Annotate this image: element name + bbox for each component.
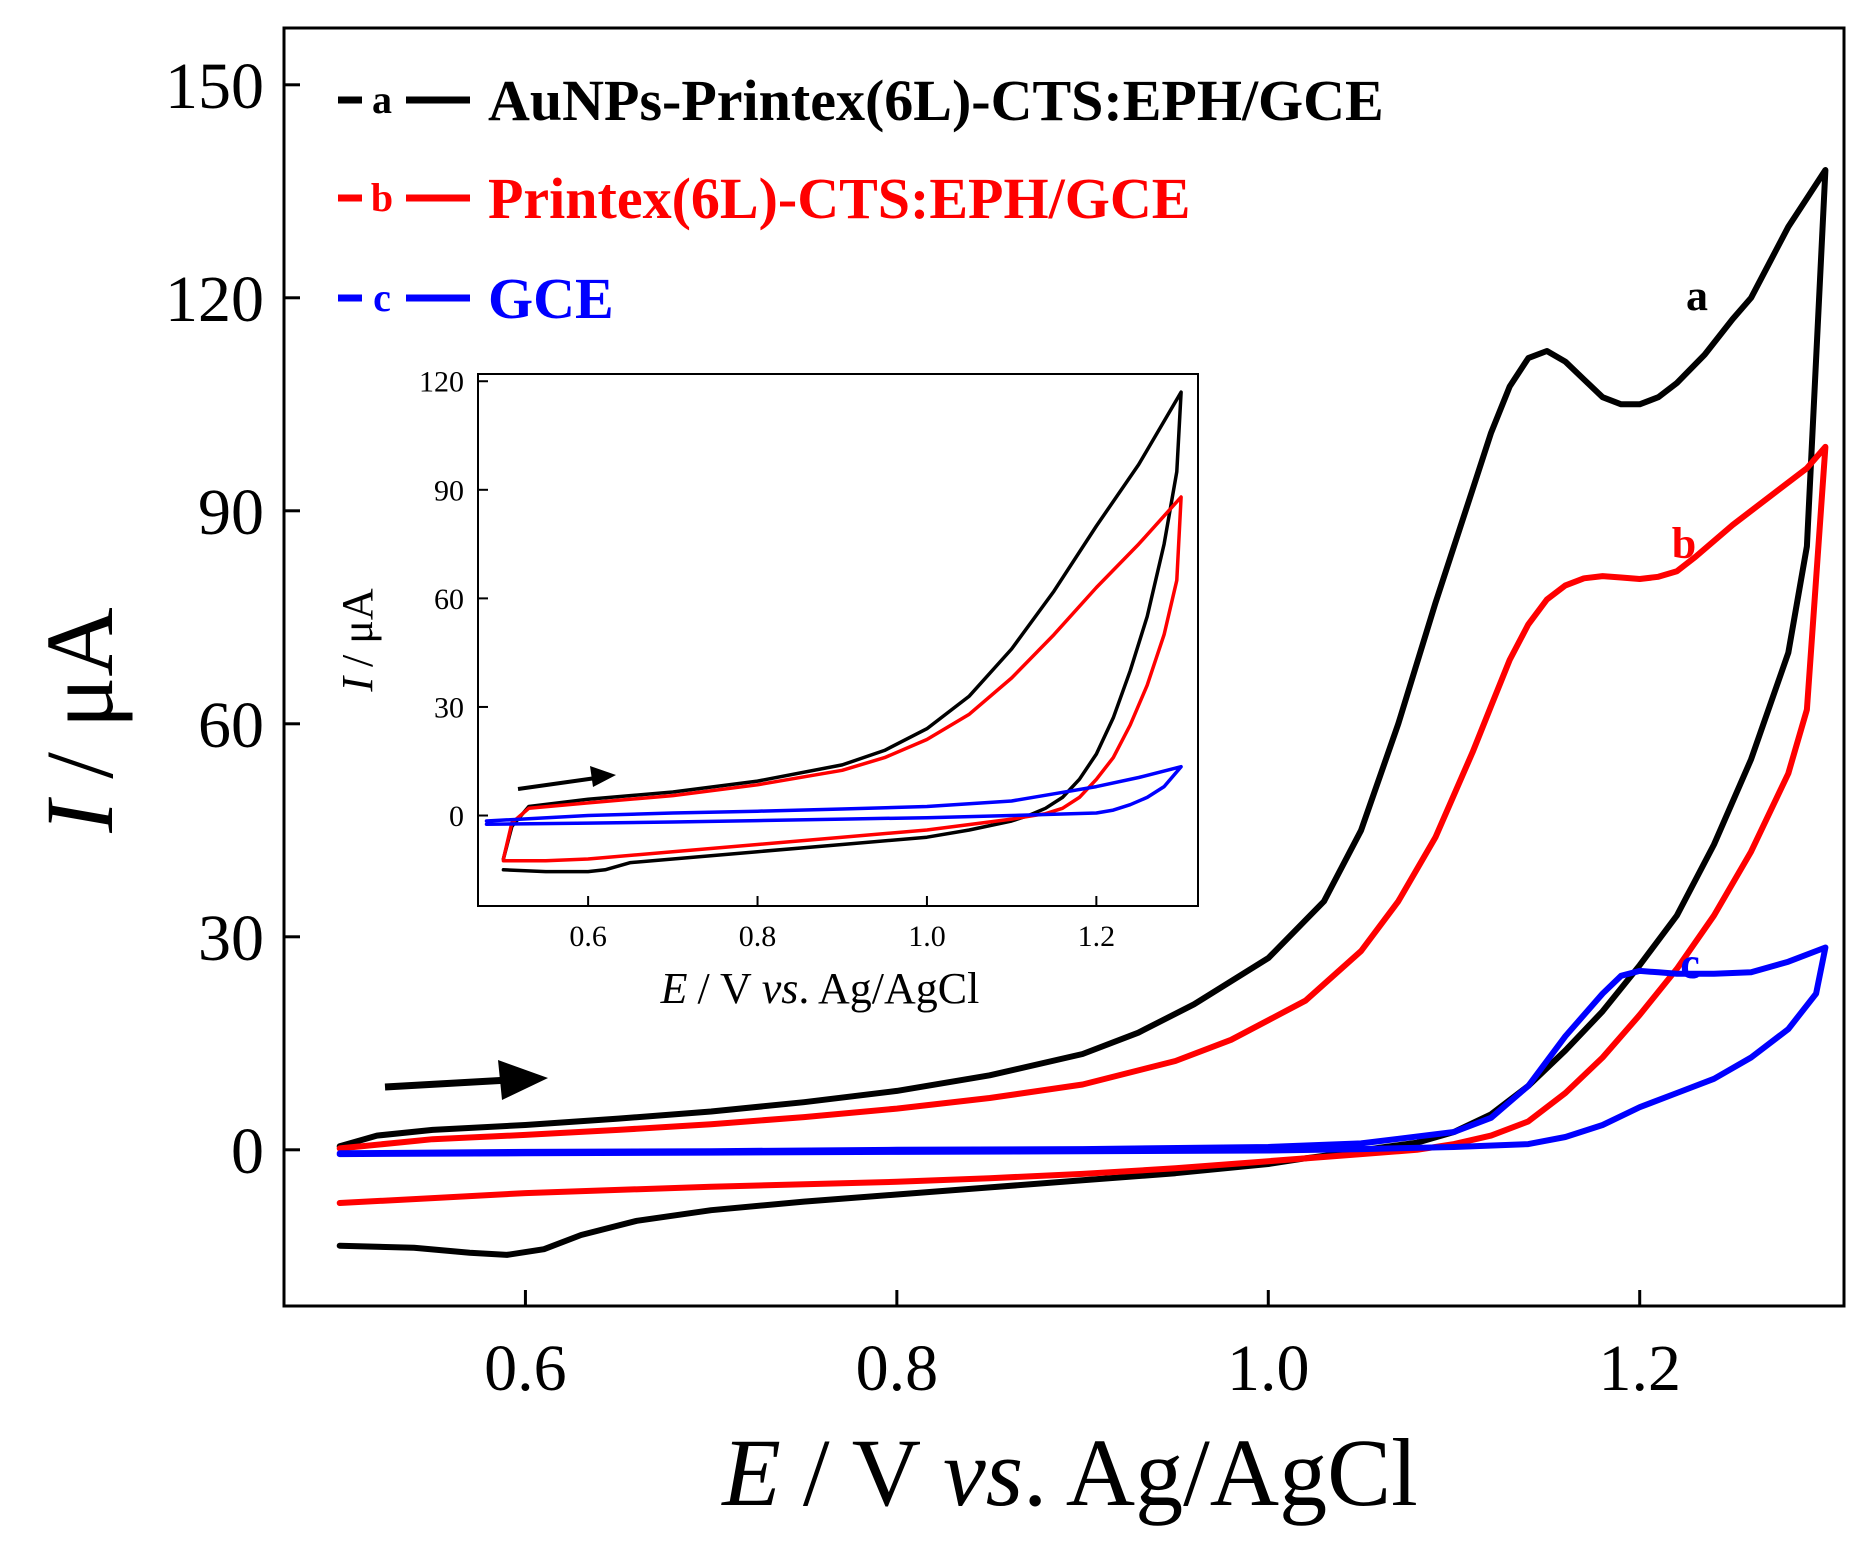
main-x-tick-label: 1.0 bbox=[1227, 1332, 1310, 1405]
main-x-axis: 0.6 0.8 1.0 1.2 bbox=[484, 1290, 1681, 1405]
legend-entry-b: b Printex(6L)-CTS:EPH/GCE bbox=[338, 166, 1190, 231]
legend-tag-b: b bbox=[371, 175, 393, 220]
main-series-a bbox=[336, 167, 1829, 1258]
main-x-tick-label: 1.2 bbox=[1598, 1332, 1681, 1405]
inset-y-tick-label: 0 bbox=[449, 800, 464, 833]
legend: a AuNPs-Printex(6L)-CTS:EPH/GCE b Printe… bbox=[338, 68, 1384, 331]
main-y-tick-label: 90 bbox=[198, 476, 264, 549]
curve-tag-a: a bbox=[1686, 271, 1708, 320]
main-x-tick-label: 0.8 bbox=[856, 1332, 939, 1405]
inset-y-axis-symbol: I bbox=[333, 675, 382, 693]
main-y-tick-label: 60 bbox=[198, 689, 264, 762]
inset-scan-direction-arrow bbox=[517, 766, 616, 791]
legend-entry-c: c GCE bbox=[338, 266, 614, 331]
main-x-axis-symbol: E bbox=[720, 1419, 781, 1526]
main-x-axis-vs: vs bbox=[943, 1419, 1023, 1526]
main-x-axis-ref: . Ag/AgCl bbox=[1023, 1419, 1418, 1526]
inset-series-b bbox=[501, 495, 1183, 863]
inset-y-tick-label: 90 bbox=[434, 474, 464, 507]
inset-x-tick-label: 0.6 bbox=[569, 920, 607, 953]
main-series-b bbox=[336, 443, 1829, 1206]
main-series-c bbox=[336, 944, 1829, 1158]
inset-x-tick-label: 1.2 bbox=[1078, 920, 1116, 953]
inset-y-tick-label: 60 bbox=[434, 583, 464, 616]
inset-y-tick-label: 30 bbox=[434, 691, 464, 724]
main-y-tick-label: 120 bbox=[165, 263, 264, 336]
inset-y-tick-label: 120 bbox=[419, 366, 464, 399]
legend-label-a: AuNPs-Printex(6L)-CTS:EPH/GCE bbox=[488, 68, 1384, 133]
main-y-tick-label: 30 bbox=[198, 902, 264, 975]
inset-x-axis-unit: / V bbox=[698, 964, 752, 1013]
inset-x-tick-label: 0.8 bbox=[739, 920, 777, 953]
inset-curves bbox=[484, 390, 1183, 874]
main-y-axis-unit: / μA bbox=[26, 607, 133, 778]
inset-y-axis-label: I / μA bbox=[333, 588, 382, 692]
curve-tag-c: c bbox=[1680, 939, 1700, 988]
main-y-axis-symbol: I bbox=[26, 797, 133, 834]
legend-label-b: Printex(6L)-CTS:EPH/GCE bbox=[488, 166, 1190, 231]
inset-series-a bbox=[501, 390, 1183, 874]
inset-x-tick-label: 1.0 bbox=[908, 920, 946, 953]
legend-tag-c: c bbox=[373, 275, 391, 320]
main-x-axis-unit: / V bbox=[803, 1419, 921, 1526]
inset-y-axis: 0 30 60 90 120 bbox=[419, 366, 488, 833]
legend-entry-a: a AuNPs-Printex(6L)-CTS:EPH/GCE bbox=[338, 68, 1384, 133]
inset-plot-frame bbox=[477, 373, 1199, 907]
inset-series-c bbox=[484, 764, 1183, 826]
inset-x-axis-ref: . Ag/AgCl bbox=[798, 964, 979, 1013]
main-y-tick-label: 0 bbox=[231, 1115, 264, 1188]
main-x-tick-label: 0.6 bbox=[484, 1332, 567, 1405]
inset-x-axis: 0.6 0.8 1.0 1.2 bbox=[569, 896, 1115, 953]
inset-x-axis-symbol: E bbox=[660, 964, 688, 1013]
legend-tag-a: a bbox=[372, 77, 392, 122]
main-y-axis: 0 30 60 90 120 150 bbox=[165, 50, 300, 1188]
inset-x-axis-vs: vs bbox=[762, 964, 799, 1013]
main-y-axis-label: I / μA bbox=[26, 607, 133, 833]
main-scan-direction-arrow bbox=[384, 1060, 548, 1100]
legend-label-c: GCE bbox=[488, 266, 614, 331]
inset-y-axis-unit: / μA bbox=[333, 588, 382, 667]
main-y-tick-label: 150 bbox=[165, 50, 264, 123]
main-plot-frame bbox=[282, 26, 1846, 1308]
main-curves bbox=[336, 167, 1829, 1258]
curve-tag-b: b bbox=[1672, 519, 1696, 568]
